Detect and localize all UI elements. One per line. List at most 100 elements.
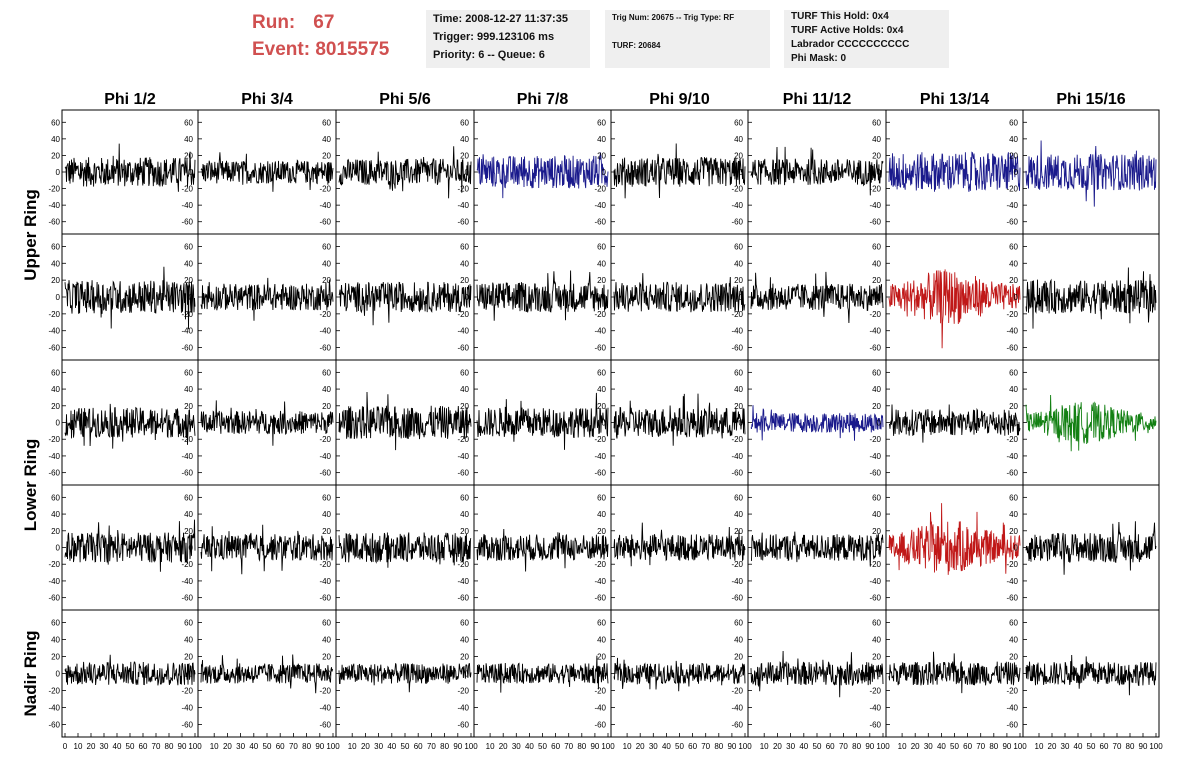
x-tick-label: 50 [538,742,547,751]
y-tick-label: -20 [181,687,193,696]
x-tick-label: 30 [236,742,245,751]
y-tick-label: -20 [594,435,606,444]
y-tick-label: -40 [48,452,60,461]
run-label: Run: [252,12,296,33]
waveform-trace [1025,267,1157,329]
y-tick-label: 60 [872,493,881,502]
y-tick-label: -20 [731,435,743,444]
y-tick-label: -40 [731,577,743,586]
x-tick-label: 60 [276,742,285,751]
y-tick-label: 60 [51,368,60,377]
trigger-text: Trigger: 999.123106 ms [433,31,555,43]
waveform-trace [476,392,609,450]
y-tick-label: 0 [739,293,744,302]
y-tick-label: 20 [597,151,606,160]
y-tick-label: 20 [872,653,881,662]
phi-mask-text: Phi Mask: 0 [791,53,847,64]
run-line: Run: 67 [252,12,334,34]
y-tick-label: 20 [51,527,60,536]
y-tick-label: -20 [457,185,469,194]
y-tick-label: 40 [872,135,881,144]
y-tick-label: 40 [1009,636,1018,645]
y-tick-label: -60 [731,594,743,603]
y-tick-label: -40 [457,201,469,210]
x-tick-label: 10 [486,742,495,751]
waveform-panel [197,359,337,486]
x-tick-label: 40 [113,742,122,751]
y-tick-label: 40 [597,135,606,144]
y-tick-label: 0 [465,544,470,553]
y-tick-label: 60 [734,118,743,127]
y-tick-label: -40 [48,577,60,586]
y-tick-label: 40 [872,385,881,394]
labrador-text: Labrador CCCCCCCCCC [791,39,910,50]
y-tick-label: -60 [1006,344,1018,353]
y-tick-label: -40 [181,577,193,586]
y-tick-label: 20 [734,527,743,536]
y-tick-label: 0 [602,670,607,679]
y-tick-label: -20 [319,687,331,696]
y-tick-label: 20 [184,402,193,411]
x-tick-label: 80 [1126,742,1135,751]
waveform-trace [338,532,472,568]
y-tick-label: 20 [1009,653,1018,662]
x-tick-label: 70 [152,742,161,751]
x-tick-label: 60 [826,742,835,751]
y-tick-label: -20 [319,310,331,319]
y-tick-label: 20 [51,402,60,411]
y-tick-label: 20 [184,276,193,285]
x-tick-label: 70 [564,742,573,751]
waveform-trace [476,655,609,693]
y-tick-label: 0 [327,419,332,428]
x-tick-label: 30 [924,742,933,751]
y-tick-label: -40 [869,704,881,713]
y-tick-label: -20 [319,560,331,569]
waveform-trace [1025,140,1157,207]
time-text: Time: 2008-12-27 11:37:35 [433,13,568,25]
y-tick-label: 20 [460,402,469,411]
y-tick-label: 60 [184,493,193,502]
column-header: Phi 3/4 [241,91,293,108]
ring-label: Upper Ring [21,189,40,281]
y-tick-label: -20 [869,687,881,696]
y-tick-label: -60 [48,218,60,227]
trig-num-text: Trig Num: 20675 -- Trig Type: RF [612,13,735,22]
y-tick-label: 60 [872,619,881,628]
y-tick-label: -40 [1006,577,1018,586]
x-tick-label: 30 [1061,742,1070,751]
x-tick-label: 10 [348,742,357,751]
y-tick-label: -20 [1006,435,1018,444]
y-tick-label: 40 [460,636,469,645]
y-tick-label: 40 [184,385,193,394]
waveform-trace [200,277,334,321]
y-tick-label: 60 [51,242,60,251]
waveform-trace [613,393,746,446]
waveform-trace [338,662,472,693]
waveform-trace [200,524,334,575]
x-tick-label: 100 [464,742,478,751]
y-tick-label: 60 [734,619,743,628]
x-tick-label: 80 [989,742,998,751]
waveform-trace [64,519,196,572]
waveform-trace [613,522,746,567]
y-tick-label: -40 [457,704,469,713]
waveform-trace [200,400,334,446]
y-tick-label: 0 [56,670,61,679]
x-tick-label: 50 [813,742,822,751]
waveform-trace [1025,394,1157,452]
y-tick-label: 20 [322,276,331,285]
waveform-trace [200,654,334,694]
waveform-trace [888,151,1021,192]
y-tick-label: 40 [184,259,193,268]
y-tick-label: -40 [457,577,469,586]
y-tick-label: 0 [465,670,470,679]
y-tick-label: 40 [872,636,881,645]
y-tick-label: 20 [460,527,469,536]
x-tick-label: 40 [525,742,534,751]
ring-label: Nadir Ring [21,631,40,717]
y-tick-label: -60 [457,218,469,227]
column-header: Phi 11/12 [783,91,852,108]
y-tick-label: 0 [465,168,470,177]
y-tick-label: -60 [869,469,881,478]
